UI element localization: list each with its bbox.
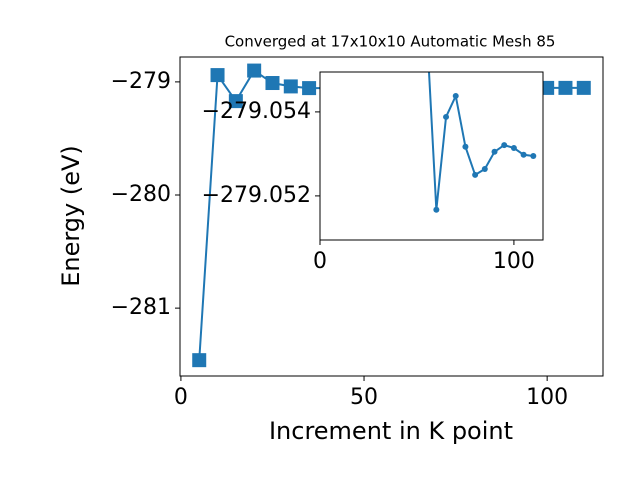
data-point xyxy=(228,94,243,109)
data-point xyxy=(510,145,517,152)
y-tick-label: −281 xyxy=(111,295,171,320)
x-tick-label: 0 xyxy=(313,249,327,274)
plot-frame xyxy=(319,71,544,241)
x-tick-label: 50 xyxy=(350,385,378,410)
y-tick-label: −280 xyxy=(111,182,171,207)
data-point xyxy=(558,80,573,95)
data-point xyxy=(247,63,262,78)
x-tick-label: 100 xyxy=(526,385,568,410)
data-point xyxy=(491,148,498,155)
data-point xyxy=(424,25,430,31)
data-point xyxy=(210,68,225,83)
data-point xyxy=(462,143,469,150)
x-tick-label: 0 xyxy=(174,385,188,410)
data-point xyxy=(192,353,207,368)
y-tick-label: −279.052 xyxy=(202,183,311,208)
data-point xyxy=(452,92,459,99)
data-point xyxy=(302,81,317,96)
data-point xyxy=(433,206,440,213)
data-point xyxy=(265,76,280,91)
data-point xyxy=(576,80,591,95)
plot-background xyxy=(320,72,543,240)
plot-frame xyxy=(179,56,604,377)
x-axis-label: Increment in K point xyxy=(269,417,513,445)
data-point xyxy=(481,166,488,173)
data-point xyxy=(501,142,508,149)
data-point xyxy=(540,80,555,95)
y-tick-label: −279 xyxy=(111,69,171,94)
x-tick-label: 100 xyxy=(493,249,535,274)
chart-title: Converged at 17x10x10 Automatic Mesh 85 xyxy=(225,33,556,51)
data-point xyxy=(283,79,298,94)
y-tick-label: −279.054 xyxy=(202,99,311,124)
y-axis-label: Energy (eV) xyxy=(57,145,85,287)
plot-area xyxy=(424,25,537,213)
data-point xyxy=(530,153,537,159)
data-point xyxy=(520,151,527,158)
data-point xyxy=(443,113,450,120)
data-point xyxy=(472,171,479,178)
